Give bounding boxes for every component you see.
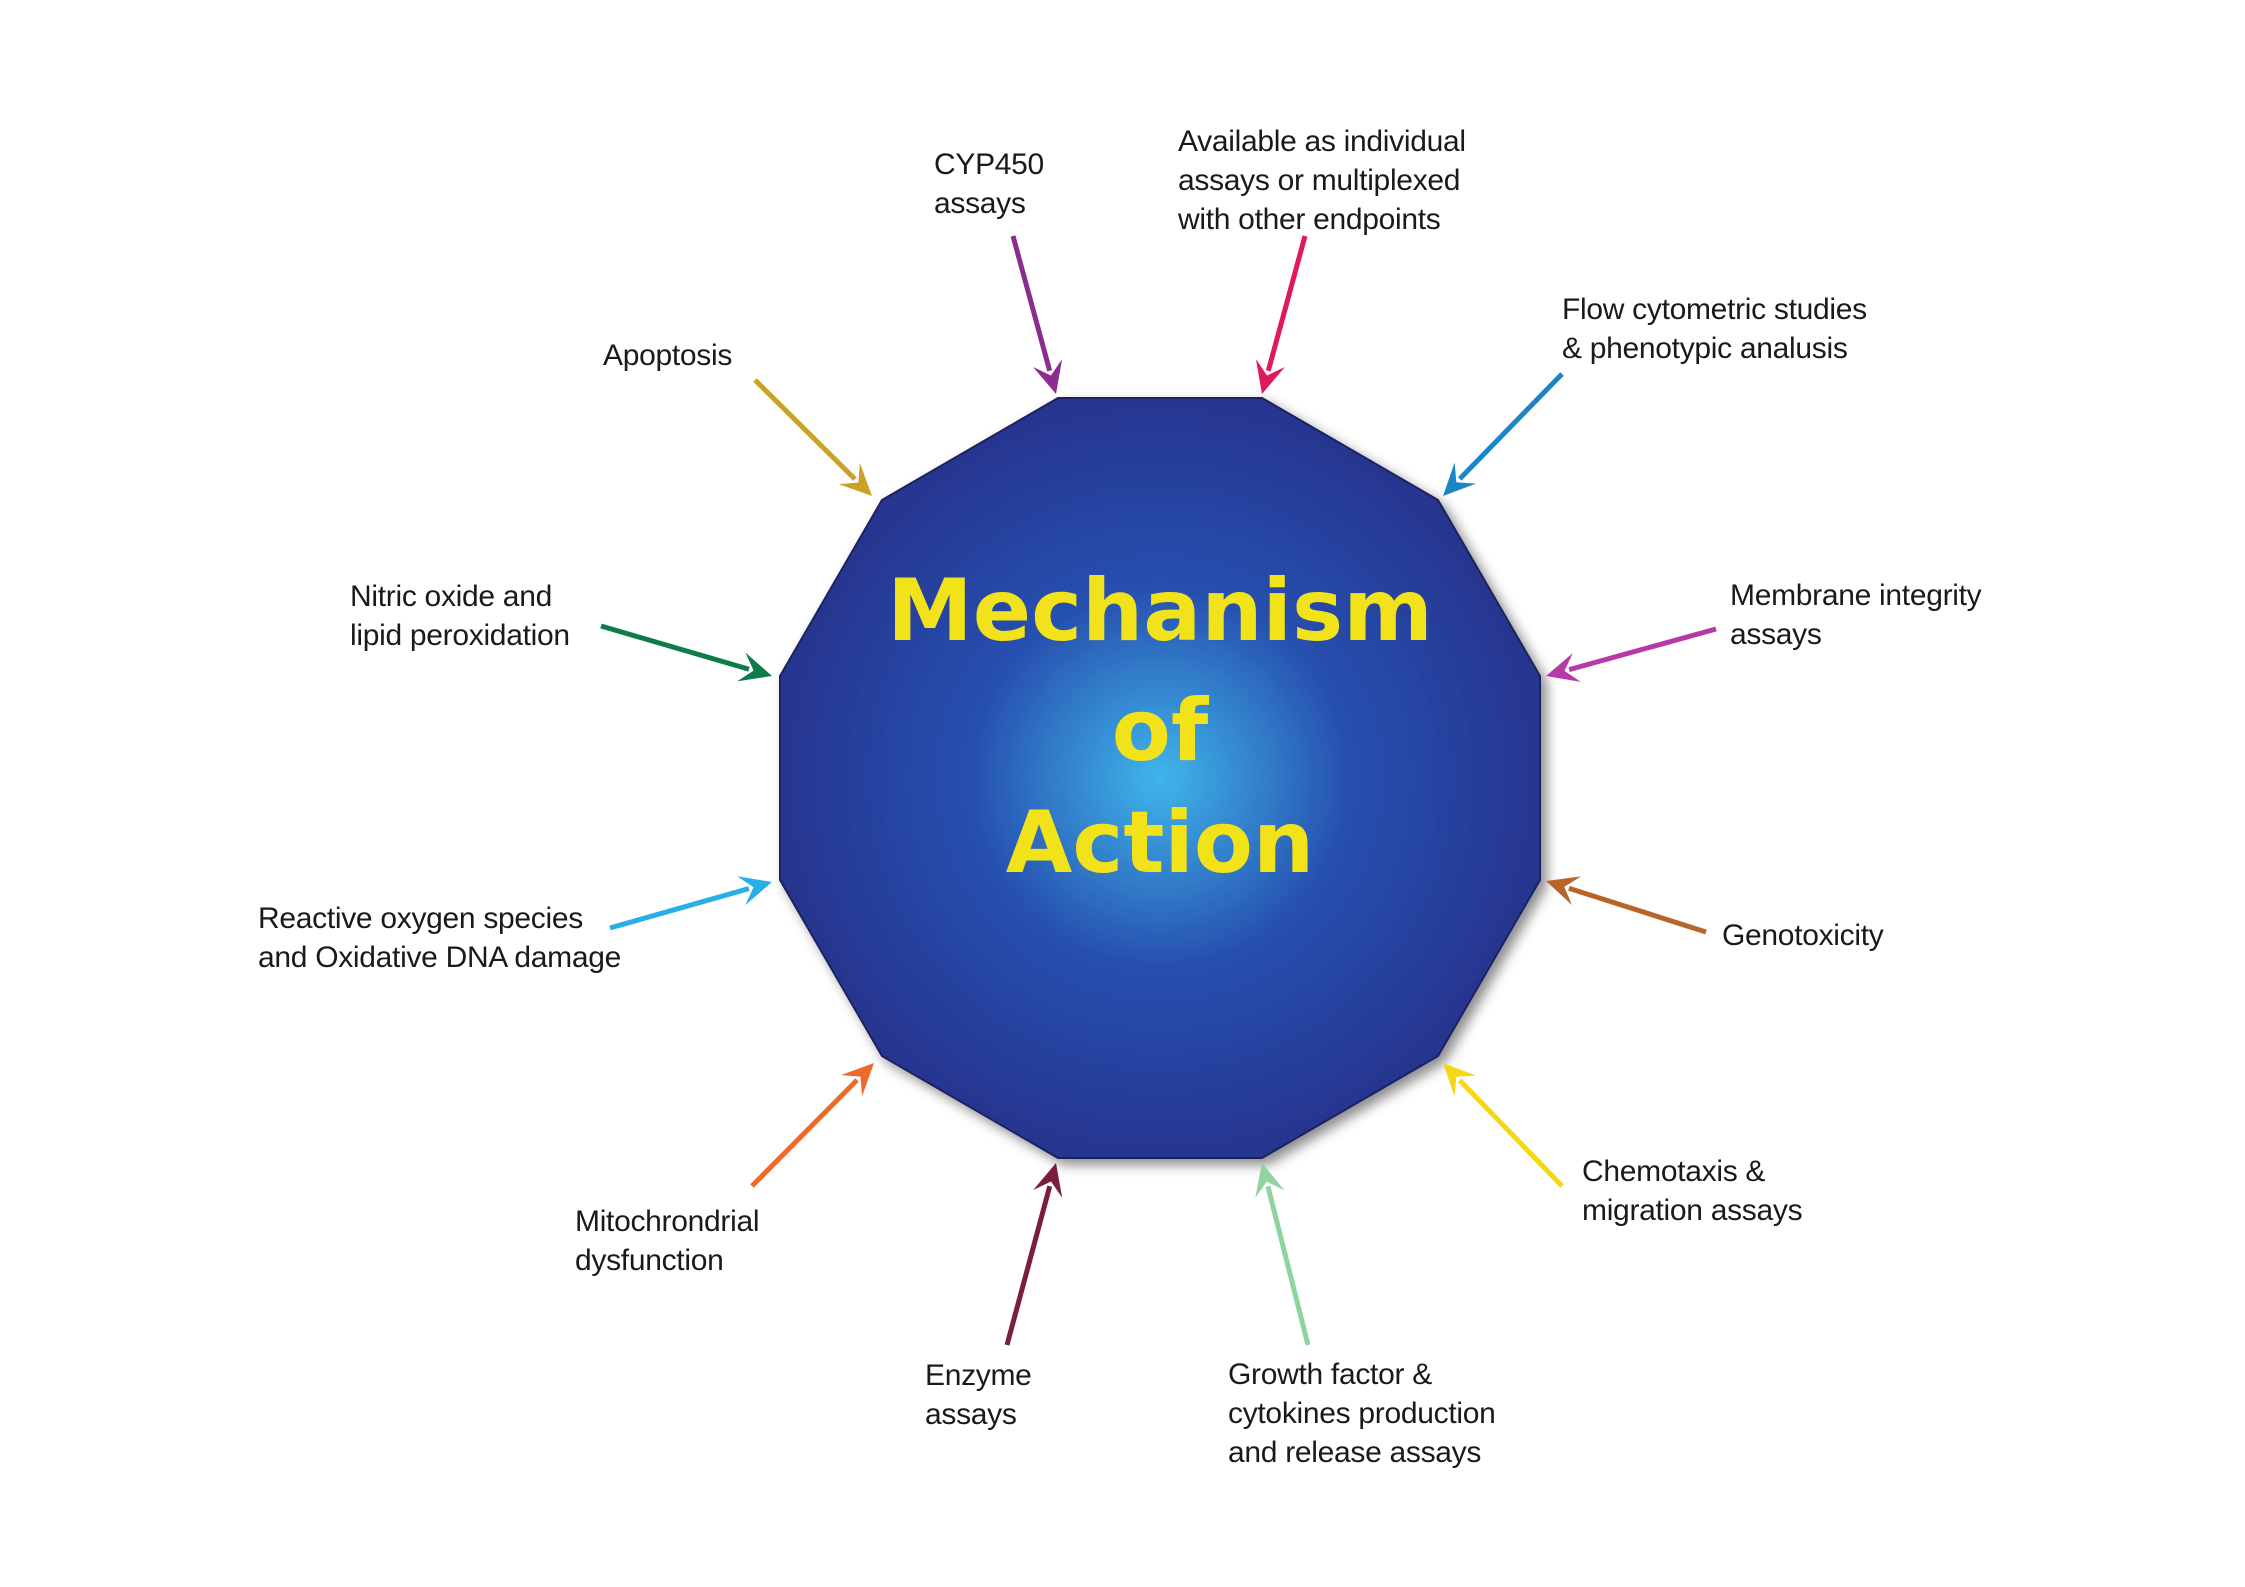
label-line: assays [925,1398,1017,1431]
label-line: with other endpoints [1178,203,1441,236]
arrow-flow [1443,372,1564,496]
label-line: Genotoxicity [1722,919,1884,952]
arrow-genotoxicity [1546,876,1707,935]
arrow-apoptosis [753,378,872,496]
label-line: Available as individual [1178,125,1466,158]
arrow-cyp450 [1010,235,1063,394]
label-cyp450: CYP450 assays [934,145,1044,223]
arrow-head [1255,1163,1285,1198]
label-line: assays or multiplexed [1178,164,1461,197]
label-line: Mitochrondrial [575,1205,760,1238]
label-ros: Reactive oxygen species and Oxidative DNA… [258,899,621,977]
label-line: Enzyme [925,1359,1032,1392]
arrow-head [840,1063,874,1097]
label-line: Flow cytometric studies [1562,293,1867,326]
arrow-head [1443,1063,1477,1097]
arrow-shaft [750,1078,859,1188]
center-title-line: of [1112,681,1210,781]
arrow-head [1546,653,1581,682]
arrow-membrane [1546,626,1717,682]
arrow-head [1443,462,1477,496]
arrow-shaft [753,378,857,481]
arrow-shaft [1568,626,1717,673]
label-line: Reactive oxygen species [258,902,583,935]
label-growth: Growth factor & cytokines production and r… [1228,1355,1496,1472]
label-genotoxicity: Genotoxicity [1722,916,1884,955]
arrow-shaft [1265,1185,1311,1346]
arrow-head [1033,1163,1063,1198]
label-membrane: Membrane integrity assays [1730,576,1982,654]
label-line: lipid peroxidation [350,619,570,652]
label-line: cytokines production [1228,1397,1496,1430]
label-line: migration assays [1582,1194,1803,1227]
arrow-shaft [1004,1185,1053,1346]
arrow-shaft [1010,235,1053,372]
center-title-line: Mechanism [887,561,1433,661]
arrow-head [1033,359,1063,394]
label-line: assays [934,187,1026,220]
label-line: CYP450 [934,148,1044,181]
arrow-shaft [600,623,750,672]
label-flow: Flow cytometric studies & phenotypic anal… [1562,290,1867,368]
center-dodecagon [779,397,1541,1159]
label-enzyme: Enzyme assays [925,1356,1032,1434]
arrow-shaft [1457,1078,1564,1188]
arrow-mito [750,1063,874,1188]
arrow-enzyme [1004,1163,1063,1346]
label-line: assays [1730,618,1822,651]
center-title-line: Action [1006,793,1314,893]
arrow-shaft [1457,372,1564,481]
arrow-available [1255,235,1308,394]
arrow-head [737,652,772,682]
center-title: Mechanism of Action [887,561,1433,893]
label-line: & phenotypic analusis [1562,332,1848,365]
arrow-shaft [1265,235,1308,372]
arrow-nitric [600,623,772,682]
arrow-shaft [1568,885,1707,935]
arrow-head [737,876,772,906]
arrow-head [838,462,872,496]
label-line: and Oxidative DNA damage [258,941,622,974]
arrows-layer [600,235,1717,1346]
label-available: Available as individual assays or multipl… [1178,122,1466,239]
label-apoptosis: Apoptosis [603,336,732,375]
arrow-head [1255,359,1285,394]
label-line: Nitric oxide and [350,580,552,613]
arrow-ros [609,876,772,931]
label-line: dysfunction [575,1244,724,1277]
label-nitric: Nitric oxide and lipid peroxidation [350,577,570,655]
label-line: Apoptosis [603,339,733,372]
label-line: Membrane integrity [1730,579,1982,612]
label-line: Chemotaxis & [1582,1155,1766,1188]
label-chemotaxis: Chemotaxis & migration assays [1582,1152,1803,1230]
arrow-shaft [609,886,750,931]
arrow-growth [1255,1163,1311,1346]
label-line: and release assays [1228,1436,1482,1469]
arrow-chemotaxis [1443,1063,1564,1188]
label-mito: Mitochrondrial dysfunction [575,1202,760,1280]
label-line: Growth factor & [1228,1358,1432,1391]
arrow-head [1546,876,1582,906]
